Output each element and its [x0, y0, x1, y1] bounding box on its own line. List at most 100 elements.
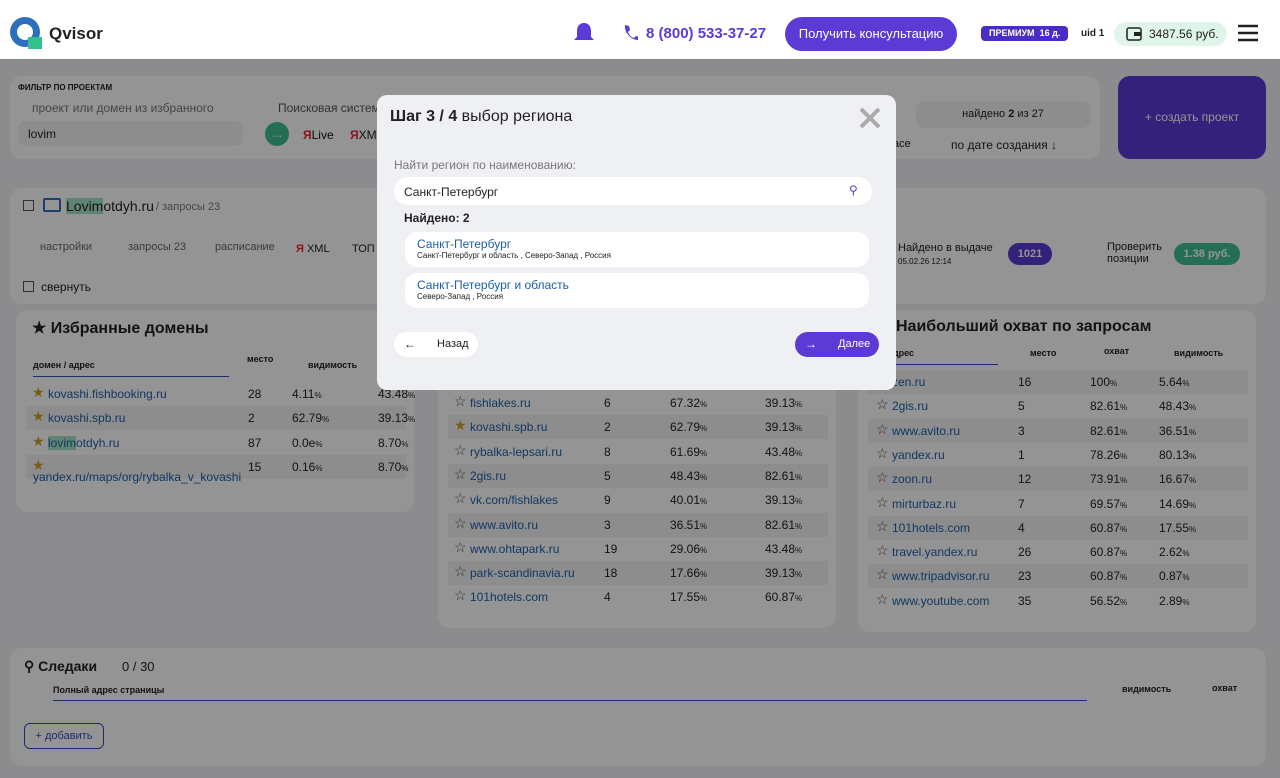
domain-link[interactable]: 101hotels.com	[470, 590, 549, 605]
bell-icon[interactable]	[572, 21, 596, 45]
domain-link[interactable]: yandex.ru	[892, 447, 945, 462]
place: 28	[248, 387, 262, 401]
create-project[interactable]: + создать проект	[1118, 76, 1266, 159]
column-header: видимость	[1174, 348, 1224, 358]
column-header: домен / адрес	[33, 360, 229, 377]
back-button[interactable]: ← Назад	[394, 332, 478, 357]
domain-link[interactable]: zen.ru	[892, 375, 926, 389]
column-header: место	[1030, 348, 1057, 358]
menu-icon[interactable]	[1238, 24, 1258, 42]
domain-link[interactable]: vk.com/fishlakes	[470, 493, 559, 508]
place: 3	[1018, 423, 1025, 438]
phone[interactable]: 8 (800) 533-37-27	[646, 25, 767, 42]
project-value[interactable]: lovim	[28, 127, 57, 141]
domain-link[interactable]: 2gis.ru	[470, 468, 507, 483]
row-background	[26, 406, 406, 431]
found-count[interactable]: 1021	[1008, 243, 1052, 265]
visibility: 14.69%	[1159, 496, 1197, 511]
row-background	[868, 370, 1248, 394]
search-icon[interactable]: ⚲	[849, 183, 858, 197]
region-option[interactable]: Санкт-Петербург Санкт-Петербург и область…	[405, 232, 869, 267]
place: 12	[1018, 472, 1032, 487]
place: 87	[248, 435, 262, 450]
domain-link[interactable]: fishlakes.ru	[470, 396, 531, 410]
add-button[interactable]: + добавить	[24, 723, 104, 749]
domain-link[interactable]: travel.yandex.ru	[892, 545, 978, 560]
check-price[interactable]: 1.38 руб.	[1174, 243, 1240, 265]
logo[interactable]: Qvisor	[49, 24, 103, 43]
visibility: 4.11%	[292, 387, 322, 401]
next-button[interactable]: → Далее	[795, 332, 879, 357]
domain-link[interactable]: mirturbaz.ru	[892, 496, 957, 511]
check-label[interactable]: Проверить позиции	[1107, 241, 1163, 265]
place: 4	[604, 590, 611, 605]
visibility: 5.64%	[1159, 375, 1190, 389]
reach: 82.61%	[765, 517, 803, 532]
visibility: 2.62%	[1159, 545, 1190, 560]
place: 7	[1018, 496, 1025, 511]
reach: 8.70%	[378, 459, 409, 474]
domain-link[interactable]: kovashi.fishbooking.ru	[48, 387, 167, 401]
search-input[interactable]	[394, 177, 872, 205]
project-input[interactable]	[18, 121, 243, 146]
tracks-count: 0 / 30	[122, 659, 155, 674]
found-count: 2	[1008, 108, 1015, 120]
premium-badge[interactable]: ПРЕМИУМ 16 д.	[981, 26, 1069, 41]
domain-link[interactable]: rybalka-lepsari.ru	[470, 444, 563, 459]
place: 26	[1018, 545, 1032, 560]
logo-icon	[10, 17, 42, 49]
found-box: найдено 2 из 27	[916, 101, 1090, 128]
domain-link[interactable]: www.youtube.com	[892, 593, 990, 608]
collapse[interactable]: свернуть	[41, 280, 91, 294]
chip[interactable]: ЯXM	[350, 128, 377, 142]
found-label: Найдено в выдаче	[898, 242, 993, 254]
domain-link[interactable]: yandex.ru/maps/org/rybalka_v_kovashi	[33, 469, 242, 484]
tab[interactable]: Я XML	[296, 243, 330, 255]
chip-label: Live	[311, 128, 334, 142]
place: 9	[604, 493, 611, 508]
region-option[interactable]: Санкт-Петербург и область Северо-Запад , …	[405, 273, 869, 308]
visibility: 67.32%	[670, 396, 708, 410]
back-label: Назад	[437, 338, 469, 350]
tab[interactable]: ТОП	[352, 243, 375, 255]
domain-link[interactable]: kovashi.spb.ru	[48, 411, 126, 426]
visibility: 16.67%	[1159, 472, 1197, 487]
collapse-icon[interactable]	[23, 200, 34, 211]
domain-link[interactable]: lovimotdyh.ru	[48, 435, 120, 450]
row-background	[448, 561, 828, 586]
chip[interactable]: ЯLive	[303, 128, 334, 142]
place: 2	[604, 420, 611, 435]
domain-link[interactable]: www.tripadvisor.ru	[892, 569, 990, 584]
domain-link[interactable]: www.avito.ru	[470, 517, 539, 532]
domain-link[interactable]: www.avito.ru	[892, 423, 961, 438]
reach: 39.13%	[765, 566, 803, 581]
balance-box[interactable]	[1114, 22, 1227, 46]
visibility: 17.55%	[670, 590, 708, 605]
consult-button[interactable]: Получить консультацию	[785, 17, 957, 51]
search-value[interactable]: Санкт-Петербург	[404, 185, 499, 199]
place: 6	[604, 396, 611, 410]
place: 2	[248, 411, 255, 426]
domain-link[interactable]: park-scandinavia.ru	[470, 566, 575, 581]
tab-label: XML	[306, 243, 330, 255]
tab[interactable]: настройки	[40, 241, 93, 253]
region-modal: Шаг 3 / 4 выбор региона Найти регион по …	[377, 95, 896, 390]
reach: 82.61%	[765, 468, 803, 483]
domain-link[interactable]: zoon.ru	[892, 472, 933, 487]
domain-link[interactable]: kovashi.spb.ru	[470, 420, 548, 435]
reach: 60.87%	[1090, 520, 1128, 535]
place: 5	[1018, 399, 1025, 414]
phone-icon	[624, 25, 638, 40]
visibility: 2.89%	[1159, 593, 1190, 608]
collapse-icon[interactable]	[23, 281, 34, 292]
visibility: 62.79%	[670, 420, 708, 435]
domain-link[interactable]: 2gis.ru	[892, 399, 929, 414]
domain-link[interactable]: www.ohtapark.ru	[470, 541, 560, 556]
sort[interactable]: по дате создания ↓	[951, 138, 1058, 152]
chip[interactable]: ...	[265, 122, 289, 146]
domain-link[interactable]: 101hotels.com	[892, 520, 971, 535]
tab[interactable]: запросы 23	[128, 241, 187, 253]
visibility: 62.79%	[292, 411, 330, 426]
close-icon[interactable]	[858, 106, 882, 130]
tab[interactable]: расписание	[215, 241, 275, 253]
